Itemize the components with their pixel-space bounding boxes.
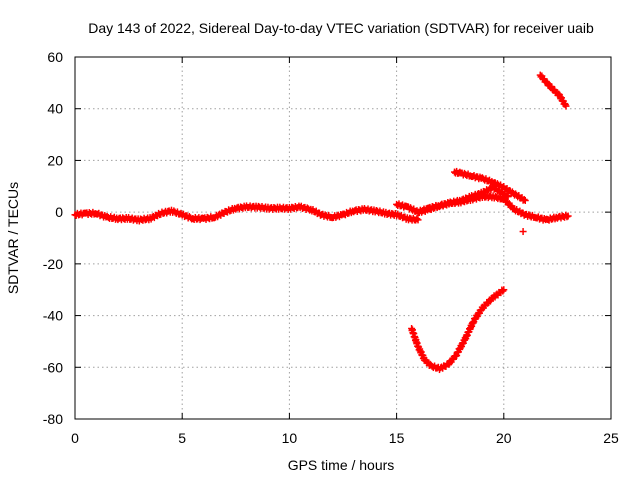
y-tick-label: 60 xyxy=(47,49,63,65)
x-tick-label: 20 xyxy=(496,430,512,446)
lower-dip-point xyxy=(499,287,507,295)
y-tick-label: 20 xyxy=(47,152,63,168)
main-trace-point xyxy=(414,216,422,224)
outlier-point xyxy=(519,228,527,236)
x-tick-label: 25 xyxy=(603,430,619,446)
x-tick-label: 5 xyxy=(178,430,186,446)
x-tick-label: 10 xyxy=(282,430,298,446)
lower-dip-point xyxy=(500,286,508,294)
afternoon-trace-point xyxy=(564,212,572,220)
plot-frame xyxy=(74,56,612,420)
rising-arc-point xyxy=(503,192,511,200)
x-tick-label: 15 xyxy=(389,430,405,446)
data-points xyxy=(71,71,572,374)
upper-arc-point xyxy=(520,195,528,203)
y-tick-label: 40 xyxy=(47,101,63,117)
tick-labels: 0 5 10 15 20 25 -80 -60 -40 -20 0 20 40 60 xyxy=(43,49,619,446)
upper-arc-point xyxy=(521,197,529,205)
chart-title: Day 143 of 2022, Sidereal Day-to-day VTE… xyxy=(88,20,594,36)
y-tick-label: -20 xyxy=(43,256,63,272)
axis-ticks xyxy=(74,56,612,420)
y-tick-label: -40 xyxy=(43,308,63,324)
y-tick-label: -80 xyxy=(43,411,63,427)
x-tick-label: 0 xyxy=(71,430,79,446)
y-axis-label: SDTVAR / TECUs xyxy=(5,182,21,294)
grid xyxy=(75,57,611,419)
upper-right-segment-point xyxy=(562,102,570,110)
y-tick-label: 0 xyxy=(55,204,63,220)
x-axis-label: GPS time / hours xyxy=(288,457,395,473)
y-tick-label: -60 xyxy=(43,359,63,375)
main-trace-point xyxy=(413,215,421,223)
